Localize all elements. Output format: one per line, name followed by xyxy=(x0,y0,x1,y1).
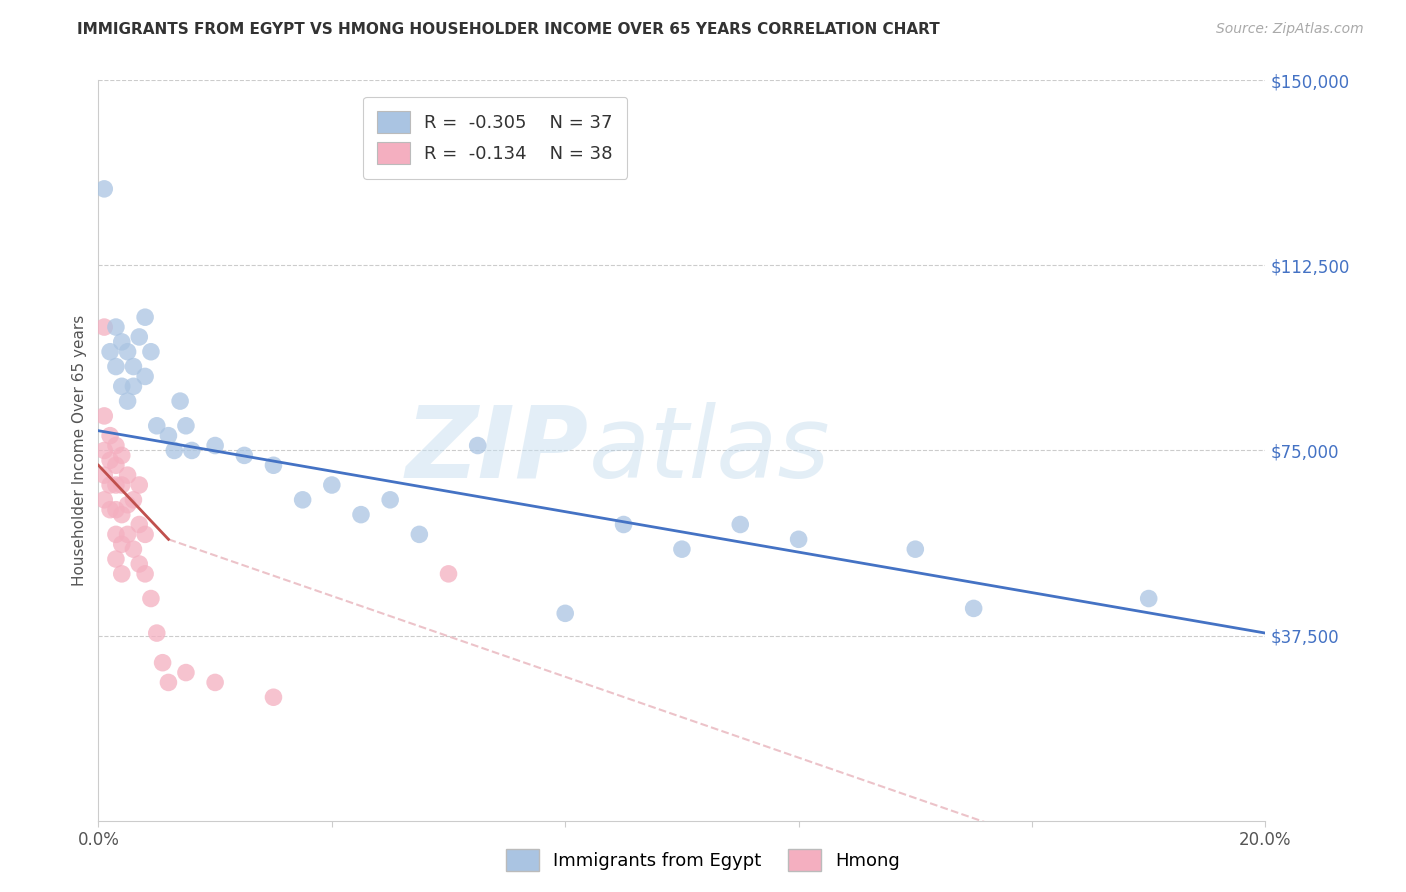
Point xyxy=(671,542,693,557)
Point xyxy=(128,330,150,344)
Text: ZIP: ZIP xyxy=(405,402,589,499)
Point xyxy=(134,527,156,541)
Point xyxy=(104,458,127,473)
Point xyxy=(104,438,127,452)
Point xyxy=(262,458,284,473)
Point xyxy=(204,675,226,690)
Point xyxy=(122,359,145,374)
Text: IMMIGRANTS FROM EGYPT VS HMONG HOUSEHOLDER INCOME OVER 65 YEARS CORRELATION CHAR: IMMIGRANTS FROM EGYPT VS HMONG HOUSEHOLD… xyxy=(77,22,941,37)
Point xyxy=(408,527,430,541)
Point xyxy=(104,502,127,516)
Point xyxy=(152,656,174,670)
Point xyxy=(98,502,121,516)
Point xyxy=(174,665,197,680)
Point xyxy=(93,320,115,334)
Point xyxy=(117,498,139,512)
Point xyxy=(134,369,156,384)
Point xyxy=(139,591,162,606)
Point xyxy=(262,690,284,705)
Point xyxy=(128,517,150,532)
Point xyxy=(93,443,115,458)
Point xyxy=(117,394,139,409)
Point xyxy=(554,607,576,621)
Point xyxy=(321,478,343,492)
Point xyxy=(134,566,156,581)
Point xyxy=(111,537,134,551)
Point xyxy=(157,675,180,690)
Point xyxy=(111,334,134,349)
Point xyxy=(117,344,139,359)
Point xyxy=(111,508,134,522)
Point xyxy=(291,492,314,507)
Point xyxy=(111,449,134,463)
Point xyxy=(104,552,127,566)
Point xyxy=(111,379,134,393)
Point xyxy=(437,566,460,581)
Point xyxy=(146,418,169,433)
Legend: R =  -0.305    N = 37, R =  -0.134    N = 38: R = -0.305 N = 37, R = -0.134 N = 38 xyxy=(363,96,627,178)
Point xyxy=(104,320,127,334)
Point xyxy=(98,344,121,359)
Point xyxy=(139,344,162,359)
Point xyxy=(111,478,134,492)
Point xyxy=(98,478,121,492)
Point xyxy=(146,626,169,640)
Point xyxy=(98,428,121,442)
Point xyxy=(104,478,127,492)
Point xyxy=(962,601,984,615)
Point xyxy=(350,508,373,522)
Point xyxy=(467,438,489,452)
Legend: Immigrants from Egypt, Hmong: Immigrants from Egypt, Hmong xyxy=(499,842,907,879)
Point xyxy=(163,443,186,458)
Point xyxy=(904,542,927,557)
Point xyxy=(122,492,145,507)
Point xyxy=(730,517,752,532)
Point xyxy=(612,517,634,532)
Point xyxy=(128,478,150,492)
Point xyxy=(128,557,150,571)
Point xyxy=(98,453,121,467)
Point xyxy=(380,492,402,507)
Text: Source: ZipAtlas.com: Source: ZipAtlas.com xyxy=(1216,22,1364,37)
Point xyxy=(117,468,139,483)
Point xyxy=(93,182,115,196)
Point xyxy=(93,468,115,483)
Point xyxy=(1137,591,1160,606)
Point xyxy=(93,492,115,507)
Point xyxy=(174,418,197,433)
Point xyxy=(157,428,180,442)
Point xyxy=(787,533,810,547)
Point xyxy=(111,566,134,581)
Point xyxy=(169,394,191,409)
Point xyxy=(204,438,226,452)
Y-axis label: Householder Income Over 65 years: Householder Income Over 65 years xyxy=(72,315,87,586)
Point xyxy=(122,542,145,557)
Text: atlas: atlas xyxy=(589,402,830,499)
Point xyxy=(122,379,145,393)
Point xyxy=(117,527,139,541)
Point xyxy=(134,310,156,325)
Point xyxy=(104,527,127,541)
Point xyxy=(180,443,202,458)
Point xyxy=(104,359,127,374)
Point xyxy=(93,409,115,423)
Point xyxy=(233,449,256,463)
